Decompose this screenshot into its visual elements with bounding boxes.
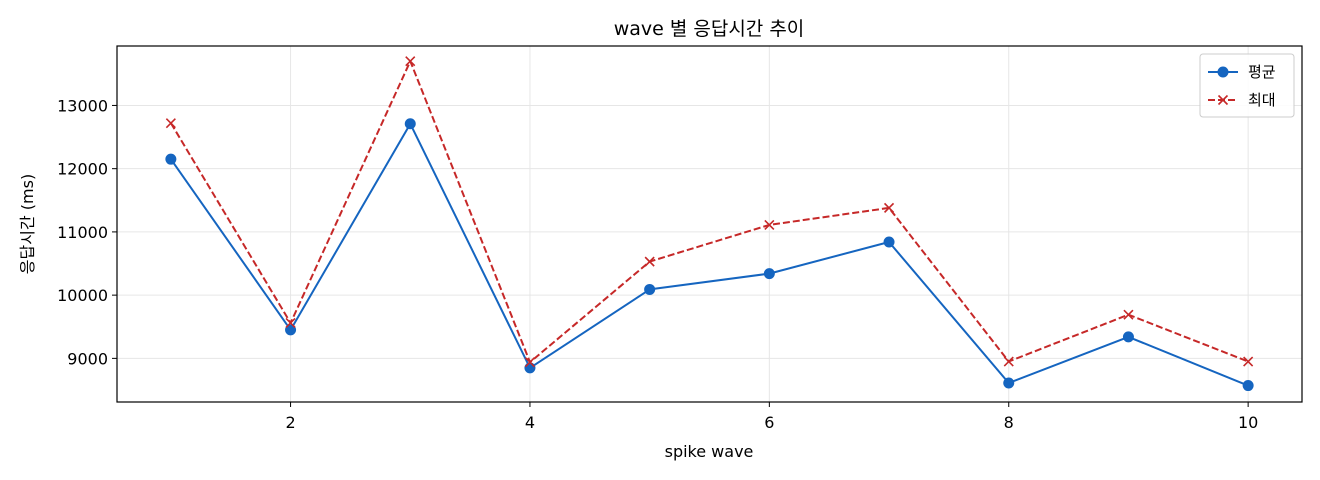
y-tick-label: 10000 (57, 286, 108, 305)
x-tick-label: 2 (285, 413, 295, 432)
chart-title: wave 별 응답시간 추이 (614, 18, 805, 40)
series-2-point (1123, 309, 1134, 320)
series-1-point (1242, 380, 1254, 392)
series-lines (170, 60, 1249, 387)
x-tick-label: 6 (764, 413, 774, 432)
y-axis-label: 응답시간 (ms) (18, 174, 37, 274)
x-tick-label: 10 (1238, 413, 1258, 432)
grid-lines (117, 46, 1302, 402)
series-2-point (524, 357, 536, 368)
legend-marker-1 (1217, 66, 1229, 78)
series-1-point (1003, 377, 1015, 389)
series-1-point (285, 324, 297, 336)
series-2-point (165, 118, 176, 129)
series-1-point (763, 268, 775, 280)
x-tick-label: 8 (1004, 413, 1014, 432)
series-1-point (165, 153, 177, 165)
series-2-point (1003, 356, 1014, 367)
plot-area-frame (116, 45, 1303, 403)
legend-label-1: 평균 (1248, 63, 1276, 81)
y-tick-label: 12000 (57, 160, 108, 179)
series-2-point (285, 317, 296, 329)
series-2-point (405, 56, 416, 67)
series-2-point (1243, 356, 1254, 367)
data-markers (165, 56, 1254, 392)
series-2-line (170, 60, 1249, 364)
series-1-point (883, 236, 895, 248)
series-1-point (1122, 331, 1134, 343)
series-1-line (170, 122, 1249, 387)
series-1-point (644, 283, 656, 295)
series-2-point (883, 202, 895, 213)
series-2-point (644, 256, 655, 267)
series-1-point (404, 118, 416, 130)
x-tick-label: 4 (525, 413, 535, 432)
y-tick-label: 11000 (57, 223, 108, 242)
legend-marker-2 (1217, 94, 1229, 106)
axis-ticks: 2 4 6 8 10 9000 10000 11000 12000 13000 (57, 96, 1258, 432)
y-tick-label: 9000 (67, 349, 108, 368)
series-2-point (764, 219, 775, 231)
series-1-point (524, 362, 536, 374)
legend-label-2: 최대 (1248, 91, 1276, 109)
legend-box (1199, 53, 1295, 118)
y-tick-label: 13000 (57, 96, 108, 115)
x-axis-label: spike wave (665, 442, 754, 461)
